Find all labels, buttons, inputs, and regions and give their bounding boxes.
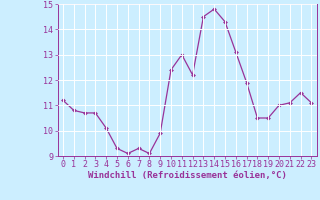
X-axis label: Windchill (Refroidissement éolien,°C): Windchill (Refroidissement éolien,°C)	[88, 171, 287, 180]
